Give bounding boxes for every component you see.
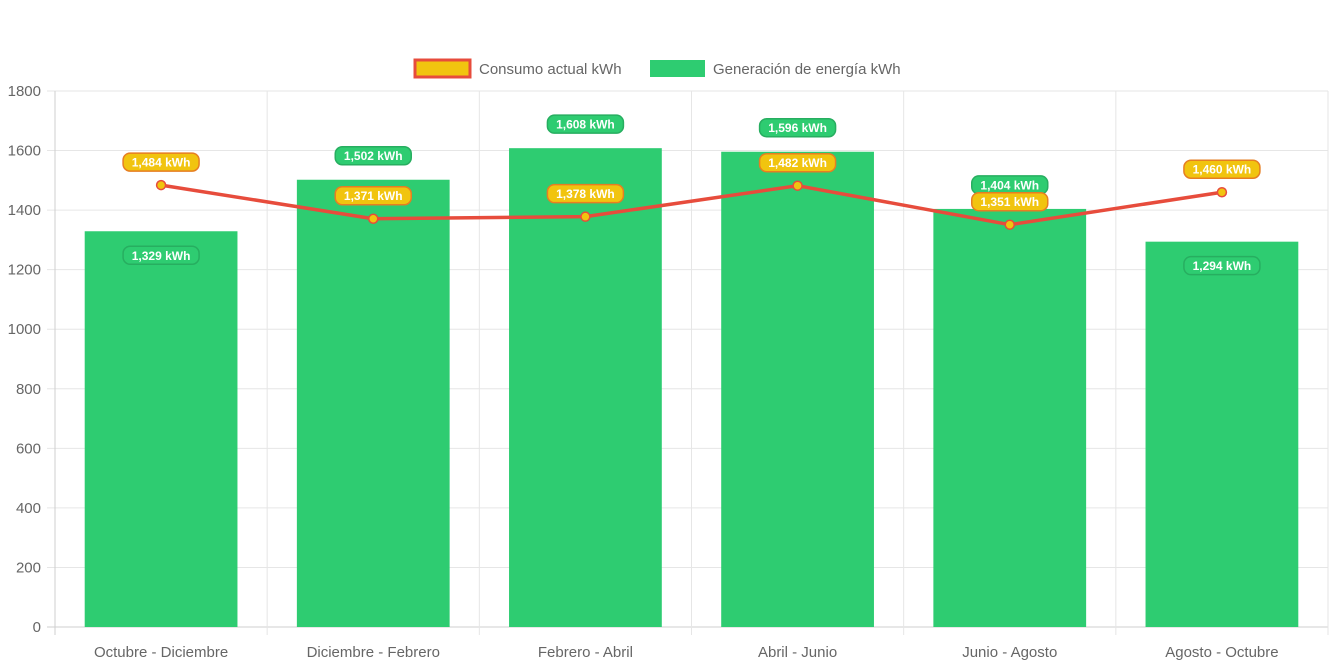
line-data-label-box <box>546 183 625 204</box>
bar <box>1145 241 1299 628</box>
bar-data-label-box <box>122 245 200 266</box>
legend-swatch-generacion[interactable] <box>650 60 705 77</box>
line-path <box>160 183 1223 227</box>
y-tick-label: 200 <box>16 559 41 576</box>
x-tick-label: Diciembre - Febrero <box>307 644 440 661</box>
x-tick-label: Octubre - Diciembre <box>94 644 228 661</box>
line-point <box>155 179 167 191</box>
bar-data-label-box <box>758 117 837 138</box>
line-data-label: 1,378 kWh <box>556 187 615 201</box>
y-tick-label: 1800 <box>8 83 41 100</box>
line-data-label-box <box>971 191 1049 212</box>
line-data-label: 1,371 kWh <box>344 189 403 203</box>
line-point <box>368 213 379 224</box>
x-tick-label: Agosto - Octubre <box>1165 644 1278 661</box>
bar-data-label: 1,608 kWh <box>556 118 615 132</box>
line-data-label: 1,482 kWh <box>768 156 827 170</box>
line-data-label-box <box>1183 159 1261 179</box>
y-tick-label: 1600 <box>8 143 41 160</box>
bar-data-label-box <box>546 114 625 134</box>
line-point <box>1216 186 1228 198</box>
line-series <box>155 179 1228 230</box>
line-data-label: 1,351 kWh <box>980 195 1039 209</box>
bar <box>84 231 238 627</box>
bar-data-label: 1,404 kWh <box>980 178 1039 192</box>
bar <box>296 179 450 627</box>
legend-swatch-consumo[interactable] <box>413 58 472 79</box>
y-tick-label: 1400 <box>8 202 41 219</box>
y-tick-label: 1200 <box>8 262 41 279</box>
y-tick-label: 0 <box>33 619 41 636</box>
line-data-label-box <box>122 152 200 172</box>
line-point <box>580 211 591 222</box>
x-tick-label: Junio - Agosto <box>962 644 1057 661</box>
line-data-label: 1,484 kWh <box>132 156 191 170</box>
y-axis: 0 200 400 600 800 1000 1200 1400 1600 1800 <box>8 83 41 636</box>
bar-data-label: 1,596 kWh <box>768 121 827 135</box>
y-tick-label: 1000 <box>8 321 41 338</box>
bar-data-label-box <box>334 145 412 166</box>
bar <box>721 151 874 627</box>
line-point <box>792 180 803 191</box>
y-tick-label: 600 <box>16 440 41 457</box>
bar-data-label: 1,502 kWh <box>344 149 403 163</box>
grid <box>47 90 1329 635</box>
legend: Consumo actual kWh Generación de energía… <box>413 58 901 79</box>
y-tick-label: 400 <box>16 500 41 517</box>
bar <box>509 148 662 627</box>
bar-data-label: 1,329 kWh <box>132 249 191 263</box>
bar-data-label-box <box>1183 255 1261 276</box>
y-tick-label: 800 <box>16 381 41 398</box>
bar <box>933 208 1087 628</box>
data-labels: 1,329 kWh 1,502 kWh 1,608 kWh 1,596 kWh 1,40… <box>122 114 1261 276</box>
x-tick-label: Febrero - Abril <box>538 644 633 661</box>
bar-data-label: 1,294 kWh <box>1193 259 1252 273</box>
line-data-label-box <box>758 152 837 173</box>
legend-label-generacion[interactable]: Generación de energía kWh <box>713 61 901 78</box>
line-data-label: 1,460 kWh <box>1193 163 1252 177</box>
bar-series <box>84 148 1299 628</box>
line-point <box>1004 219 1015 230</box>
line-data-label-box <box>334 185 412 206</box>
legend-label-consumo[interactable]: Consumo actual kWh <box>479 61 622 78</box>
x-tick-label: Abril - Junio <box>758 644 837 661</box>
x-axis: Octubre - Diciembre Diciembre - Febrero Fe… <box>94 644 1279 661</box>
